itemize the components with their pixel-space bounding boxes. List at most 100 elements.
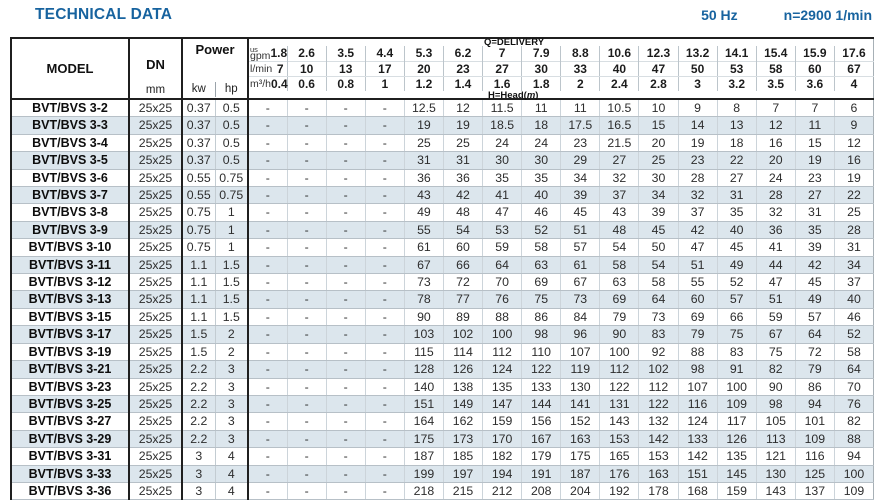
head-value-cell: 44 [756,256,796,275]
hp-cell: 0.5 [215,116,249,135]
head-value-cell: 34 [834,256,874,275]
delivery-value-header: m³/h 0.4 [248,76,288,91]
head-value-cell: - [326,238,366,257]
dn-cell: 25x25 [129,395,183,414]
delivery-value: 2 [576,76,584,91]
head-value-cell: - [326,290,366,309]
head-value-cell: - [287,343,327,362]
kw-cell: 2.2 [182,412,216,431]
hp-cell: 2 [215,343,249,362]
delivery-value: 8.8 [571,46,589,61]
delivery-value-header: 10 [287,60,327,77]
head-value-cell: - [248,465,288,483]
head-value-cell: - [248,395,288,414]
head-value-cell: - [326,203,366,222]
dn-cell: 25x25 [129,343,183,362]
head-value-cell: 31 [443,151,484,170]
delivery-value-header: 1.4 [443,76,484,91]
head-value-cell: 48 [599,221,640,240]
head-value-cell: 98 [678,360,718,379]
head-value-cell: - [365,465,405,483]
head-value-cell: 109 [795,430,835,449]
head-value-cell: 46 [521,203,562,222]
head-value-cell: 165 [599,447,640,466]
head-value-cell: 39 [560,186,601,205]
head-value-cell: 82 [756,360,796,379]
head-value-cell: - [365,325,405,344]
delivery-value: 1.4 [454,76,472,91]
model-cell: BVT/BVS 3-11 [11,256,130,275]
delivery-value: 53 [729,61,744,76]
head-value-cell: 133 [521,378,562,396]
head-value-cell: - [248,151,288,170]
delivery-value: 0.6 [298,76,315,91]
delivery-value-header: 27 [482,60,523,77]
head-value-cell: 92 [638,343,679,362]
head-value-cell: - [326,186,366,205]
head-value-cell: 16.5 [599,116,640,135]
head-value-cell: 42 [795,256,835,275]
hp-cell: 3 [215,395,249,414]
head-value-cell: 143 [599,412,640,431]
head-value-cell: 109 [834,482,874,500]
hp-cell: 3 [215,378,249,396]
table-row: BVT/BVS 3-25 25x25 2.2 3- - - -151 149 147 144 141… [11,395,874,414]
table-header: MODEL DN mm Power kw hp Q=DELIVERY us gpm… [11,37,874,101]
head-value-cell: 37 [834,273,874,292]
delivery-value: 30 [534,61,548,76]
table-row: BVT/BVS 3-15 25x25 1.1 1.5- - - -90 89 88 86 84 79 7… [11,308,874,327]
delivery-value: 20 [417,61,431,76]
head-value-cell: - [287,256,327,275]
head-value-cell: 156 [521,412,562,431]
delivery-value-header: 1 [365,76,405,91]
dn-cell: 25x25 [129,412,183,431]
model-cell: BVT/BVS 3-17 [11,325,130,344]
head-value-cell: 64 [834,360,874,379]
head-value-cell: 192 [599,482,640,500]
table-row: BVT/BVS 3-2 25x25 0.37 0.5- - - -12.5 12 11.5 11 1… [11,99,874,118]
head-value-cell: - [287,482,327,500]
head-value-cell: 130 [560,378,601,396]
head-value-cell: 130 [756,465,796,483]
delivery-value: 2.8 [650,76,667,91]
head-value-cell: - [365,378,405,396]
kw-cell: 0.37 [182,151,216,170]
head-value-cell: 51 [756,290,796,309]
head-value-cell: - [287,134,327,153]
head-value-cell: - [287,151,327,170]
head-value-cell: 37 [599,186,640,205]
delivery-value-header: 67 [834,60,874,77]
head-value-cell: - [365,308,405,327]
head-value-cell: 31 [717,186,757,205]
table-row: BVT/BVS 3-3 25x25 0.37 0.5- - - -19 19 18.5 18 17.… [11,116,874,135]
head-value-cell: 218 [404,482,444,500]
hp-cell: 0.5 [215,99,249,118]
gpm-unit-label: us gpm [250,45,271,63]
head-value-cell: 176 [599,465,640,483]
delivery-value-header: 4 [834,76,874,91]
head-value-cell: 69 [599,290,640,309]
head-value-cell: - [365,151,405,170]
head-value-cell: 19 [834,169,874,188]
delivery-value-header: 2.4 [599,76,640,91]
delivery-value: 2.4 [611,76,628,91]
head-value-cell: 60 [443,238,484,257]
head-value-cell: 199 [404,465,444,483]
table-row: BVT/BVS 3-21 25x25 2.2 3- - - -128 126 124 122 119… [11,360,874,379]
head-value-cell: 63 [599,273,640,292]
model-cell: BVT/BVS 3-27 [11,412,130,431]
head-value-cell: 151 [678,465,718,483]
power-units: kw hp [183,82,247,97]
head-value-cell: 96 [560,325,601,344]
dn-cell: 25x25 [129,203,183,222]
head-value-cell: - [365,412,405,431]
head-value-cell: - [365,290,405,309]
head-value-cell: - [248,325,288,344]
dn-label: DN [146,57,165,72]
head-value-cell: 32 [599,169,640,188]
delivery-value: 4 [850,76,858,91]
head-value-cell: 175 [404,430,444,449]
head-value-cell: 18.5 [482,116,523,135]
delivery-value-header: 4.4 [365,46,405,61]
kw-cell: 0.75 [182,203,216,222]
